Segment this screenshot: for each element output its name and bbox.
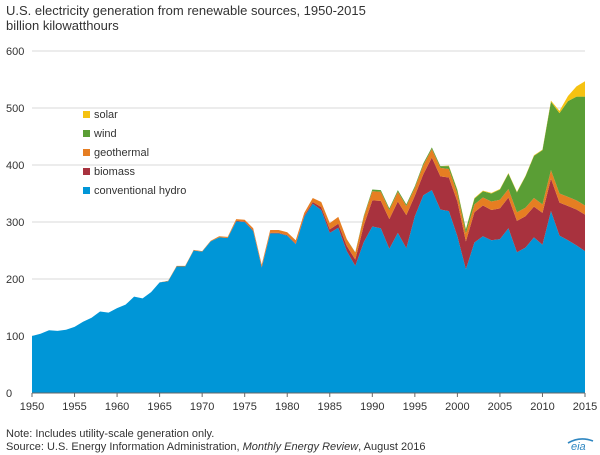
chart-subtitle: billion kilowatthours xyxy=(6,18,119,33)
area-biomass xyxy=(32,157,585,336)
chart-title: U.S. electricity generation from renewab… xyxy=(6,3,366,18)
y-tick-label: 400 xyxy=(6,160,24,172)
logo-text: eia xyxy=(571,441,586,452)
y-tick-label: 500 xyxy=(6,103,24,115)
x-tick-label: 1970 xyxy=(190,401,214,413)
renewable-generation-chart: 0 100 200 300 400 500 600 1950 1955 1960 1965 1970 1… xyxy=(6,46,597,413)
y-tick-label: 0 xyxy=(6,388,12,400)
x-tick-label: 1975 xyxy=(232,401,256,413)
x-tick-label: 1995 xyxy=(403,401,427,413)
x-tick-label: 2005 xyxy=(488,401,512,413)
x-tick-label: 2010 xyxy=(530,401,554,413)
source-suffix: , August 2016 xyxy=(358,441,426,453)
x-tick-label: 1960 xyxy=(105,401,129,413)
area-layer xyxy=(32,81,585,393)
legend-label-geothermal: geothermal xyxy=(94,147,149,159)
x-tick-label: 1965 xyxy=(147,401,171,413)
x-tick-label: 1950 xyxy=(20,401,44,413)
y-tick-label: 300 xyxy=(6,217,24,229)
legend-label-wind: wind xyxy=(93,128,117,140)
logo-swoosh xyxy=(567,438,594,444)
legend-swatch-conventional-hydro xyxy=(83,187,90,194)
legend-swatch-geothermal xyxy=(83,149,90,156)
y-tick-label: 100 xyxy=(6,331,24,343)
x-tick-label: 2015 xyxy=(573,401,597,413)
axis-layer: 0 100 200 300 400 500 600 1950 1955 1960 1965 1970 1… xyxy=(6,46,597,413)
x-tick-label: 2000 xyxy=(445,401,469,413)
legend-swatch-solar xyxy=(83,111,90,118)
x-tick-label: 1990 xyxy=(360,401,384,413)
legend-label-biomass: biomass xyxy=(94,166,135,178)
eia-logo: eia xyxy=(567,438,594,452)
x-tick-label: 1980 xyxy=(275,401,299,413)
legend-label-solar: solar xyxy=(94,109,118,121)
x-tick-label: 1955 xyxy=(62,401,86,413)
x-tick-label: 1985 xyxy=(318,401,342,413)
area-conventional-hydro xyxy=(32,190,585,393)
legend-label-conventional-hydro: conventional hydro xyxy=(94,185,186,197)
legend: solar wind geothermal biomass conventional h… xyxy=(83,109,186,197)
footnote: Note: Includes utility-scale generation … xyxy=(6,428,215,440)
source-publication: Monthly Energy Review xyxy=(242,441,359,453)
source-line: Source: U.S. Energy Information Administ… xyxy=(6,441,425,454)
legend-swatch-biomass xyxy=(83,168,90,175)
source-prefix: Source: U.S. Energy Information Administ… xyxy=(6,441,243,453)
legend-swatch-wind xyxy=(83,130,90,137)
y-tick-label: 600 xyxy=(6,46,24,58)
y-tick-label: 200 xyxy=(6,274,24,286)
